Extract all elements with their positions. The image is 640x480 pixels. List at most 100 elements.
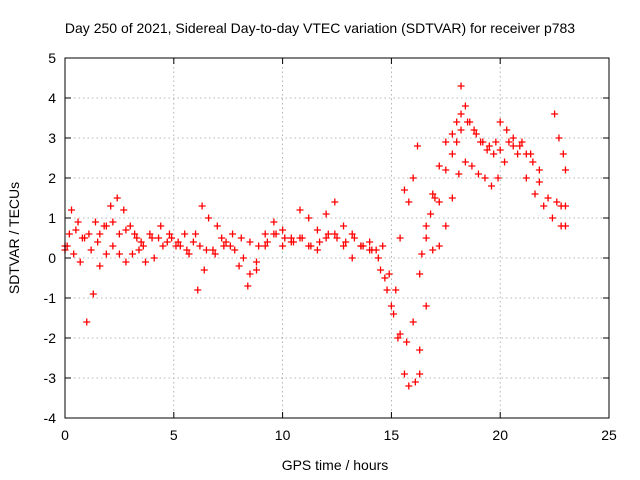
data-point xyxy=(548,214,556,222)
data-point xyxy=(174,238,182,246)
data-point xyxy=(470,126,478,134)
data-point xyxy=(396,234,404,242)
data-point xyxy=(189,238,197,246)
data-point xyxy=(357,242,365,250)
y-tick-label: 0 xyxy=(48,250,56,266)
data-point xyxy=(94,238,102,246)
data-point xyxy=(239,254,247,262)
y-tick-label: -4 xyxy=(44,410,57,426)
data-point xyxy=(200,266,208,274)
data-point xyxy=(496,118,504,126)
data-point xyxy=(270,230,278,238)
data-point xyxy=(481,174,489,182)
data-point xyxy=(150,254,158,262)
data-point xyxy=(518,138,526,146)
data-point xyxy=(246,238,254,246)
data-point xyxy=(414,142,422,150)
data-point xyxy=(472,130,480,138)
data-point xyxy=(496,146,504,154)
data-point xyxy=(181,230,189,238)
data-point xyxy=(535,166,543,174)
data-point xyxy=(503,126,511,134)
data-point xyxy=(222,238,230,246)
data-point xyxy=(205,214,213,222)
y-axis-label: SDTVAR / TECUs xyxy=(6,182,22,294)
plot-frame xyxy=(64,57,610,419)
data-point xyxy=(422,302,430,310)
data-point xyxy=(102,222,110,230)
series-trace-c xyxy=(63,110,569,326)
data-point xyxy=(287,238,295,246)
data-point xyxy=(453,118,461,126)
data-point xyxy=(340,222,348,230)
data-point xyxy=(263,238,271,246)
x-axis-ticks: 0 5 10 15 20 25 xyxy=(61,58,617,443)
data-point xyxy=(474,170,482,178)
data-point xyxy=(348,254,356,262)
data-point xyxy=(522,174,530,182)
data-point xyxy=(237,234,245,242)
y-tick-label: -2 xyxy=(44,330,57,346)
data-point xyxy=(322,234,330,242)
data-point xyxy=(409,174,417,182)
x-tick-label: 15 xyxy=(384,427,400,443)
data-point xyxy=(209,246,217,254)
data-point xyxy=(377,266,385,274)
data-point xyxy=(279,226,287,234)
data-point xyxy=(159,242,167,250)
data-point xyxy=(218,234,226,242)
data-point xyxy=(509,134,517,142)
data-point xyxy=(87,246,95,254)
data-point xyxy=(168,234,176,242)
data-point xyxy=(400,186,408,194)
x-tick-label: 5 xyxy=(170,427,178,443)
data-point xyxy=(400,370,408,378)
data-point xyxy=(555,134,563,142)
data-point xyxy=(313,226,321,234)
data-point xyxy=(561,222,569,230)
data-point xyxy=(485,142,493,150)
data-point xyxy=(333,234,341,242)
chart-title: Day 250 of 2021, Sidereal Day-to-day VTE… xyxy=(65,20,575,36)
y-tick-label: 4 xyxy=(48,90,56,106)
x-tick-label: 25 xyxy=(601,427,617,443)
data-point xyxy=(246,270,254,278)
data-point xyxy=(72,226,80,234)
data-point xyxy=(279,242,287,250)
data-point xyxy=(427,210,435,218)
data-point xyxy=(448,130,456,138)
data-point xyxy=(553,198,561,206)
data-point xyxy=(448,150,456,158)
data-point xyxy=(405,382,413,390)
x-tick-label: 10 xyxy=(275,427,291,443)
y-tick-label: 3 xyxy=(48,130,56,146)
data-point xyxy=(157,222,165,230)
data-point xyxy=(350,234,358,242)
data-point xyxy=(83,318,91,326)
data-point xyxy=(133,234,141,242)
data-marks xyxy=(61,82,569,390)
data-point xyxy=(142,258,150,266)
data-point xyxy=(202,246,210,254)
data-point xyxy=(442,166,450,174)
data-point xyxy=(509,142,517,150)
data-point xyxy=(453,138,461,146)
data-point xyxy=(394,334,402,342)
data-point xyxy=(213,222,221,230)
data-point xyxy=(122,226,130,234)
data-point xyxy=(235,262,243,270)
data-point xyxy=(296,206,304,214)
data-point xyxy=(255,242,263,250)
data-point xyxy=(505,138,513,146)
data-point xyxy=(544,194,552,202)
data-point xyxy=(109,218,117,226)
data-point xyxy=(416,270,424,278)
y-tick-label: 5 xyxy=(48,50,56,66)
data-point xyxy=(483,146,491,154)
y-axis-ticks: -4 -3 -2 -1 0 1 2 3 4 5 xyxy=(44,50,609,426)
data-point xyxy=(416,346,424,354)
data-point xyxy=(192,230,200,238)
data-point xyxy=(70,250,78,258)
data-point xyxy=(85,230,93,238)
data-point xyxy=(379,242,387,250)
